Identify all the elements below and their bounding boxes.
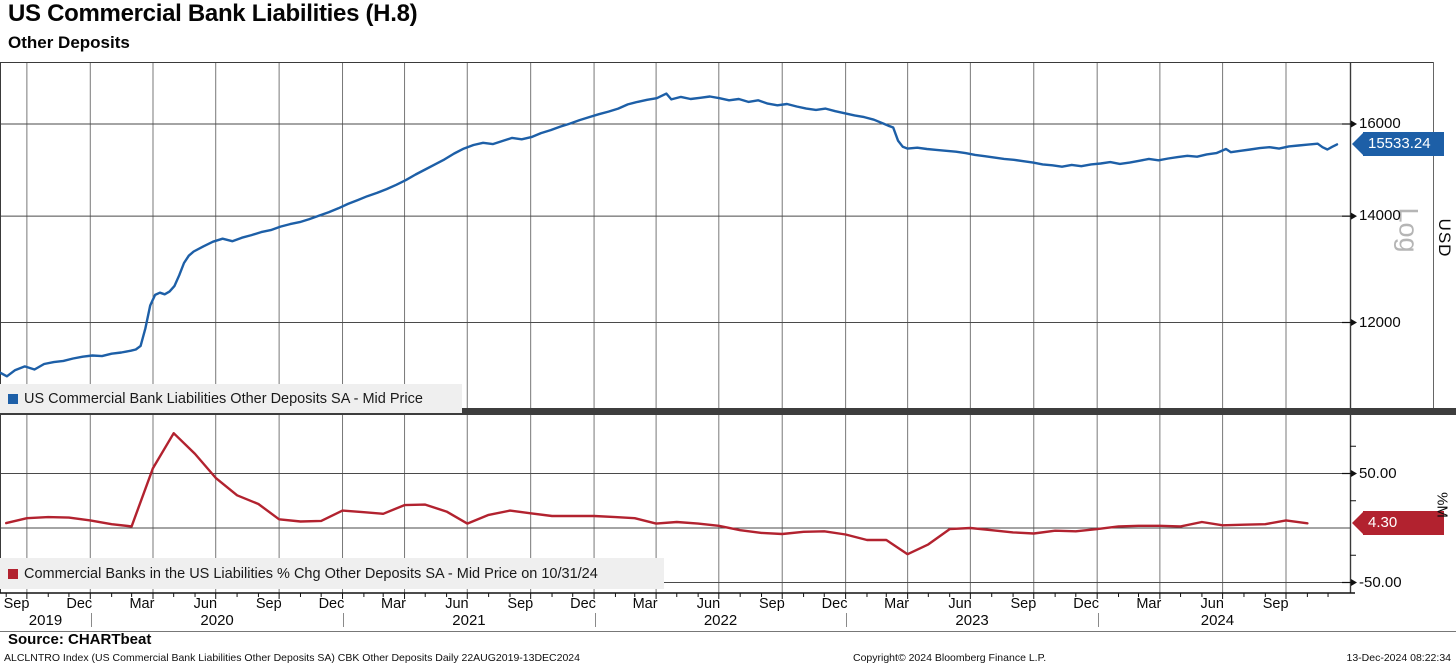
- x-month-label: Jun: [445, 596, 469, 612]
- y-tick-label: 16000: [1359, 115, 1401, 133]
- page-title: US Commercial Bank Liabilities (H.8): [8, 0, 418, 27]
- x-month-label: Mar: [129, 596, 155, 612]
- legend-top-label: US Commercial Bank Liabilities Other Dep…: [24, 390, 423, 407]
- x-month-label: Mar: [1136, 596, 1162, 612]
- x-month-label: Mar: [381, 596, 407, 612]
- marker-arrow-left-icon: [1352, 133, 1363, 156]
- footer-ticker-line: ALCLNTRO Index (US Commercial Bank Liabi…: [4, 652, 580, 664]
- footer-copyright: Copyright© 2024 Bloomberg Finance L.P.: [853, 652, 1047, 664]
- axis-unit-usd: USD: [1435, 218, 1454, 258]
- y-tick-label: -50.00: [1359, 573, 1402, 591]
- x-month-label: Dec: [318, 596, 345, 612]
- x-month-label: Dec: [66, 596, 93, 612]
- year-boundary-tick: [1097, 613, 1099, 627]
- marker-arrow-left-icon: [1352, 512, 1363, 535]
- x-year-label: 2022: [703, 612, 738, 629]
- year-boundary-tick: [343, 613, 345, 627]
- panel-separator: [0, 408, 1456, 415]
- legend-bottom-series[interactable]: Commercial Banks in the US Liabilities %…: [0, 558, 664, 589]
- x-month-label: Dec: [1073, 596, 1100, 612]
- last-price-marker-bottom[interactable]: 4.30: [1352, 511, 1444, 536]
- x-month-label: Sep: [1262, 596, 1289, 612]
- x-month-label: Sep: [255, 596, 282, 612]
- x-month-label: Mar: [632, 596, 658, 612]
- last-price-value-bottom: 4.30: [1363, 511, 1444, 536]
- x-month-label: Sep: [758, 596, 785, 612]
- x-month-label: Mar: [884, 596, 910, 612]
- blue-series-swatch-icon: [8, 393, 18, 404]
- x-month-label: Jun: [193, 596, 218, 612]
- x-month-label: Jun: [696, 596, 721, 612]
- year-boundary-tick: [594, 613, 596, 627]
- last-price-marker-top[interactable]: 15533.24: [1352, 132, 1444, 157]
- x-month-label: Jun: [1200, 596, 1224, 612]
- x-year-label: 2020: [200, 612, 234, 629]
- y-tick-label: 12000: [1359, 313, 1401, 331]
- red-series-swatch-icon: [8, 568, 18, 579]
- x-year-label: 2019: [28, 612, 63, 629]
- x-month-label: Jun: [948, 596, 972, 612]
- x-month-label: Dec: [570, 596, 596, 612]
- last-price-value-top: 15533.24: [1363, 132, 1444, 157]
- year-boundary-tick: [90, 613, 92, 627]
- source-label: Source: CHARTbeat: [8, 631, 152, 648]
- y-tick-label: 50.00: [1359, 464, 1397, 482]
- legend-top-series[interactable]: US Commercial Bank Liabilities Other Dep…: [0, 384, 462, 413]
- x-month-label: Dec: [821, 596, 848, 612]
- x-year-label: 2024: [1200, 612, 1235, 629]
- x-month-label: Sep: [507, 596, 534, 612]
- x-month-label: Sep: [1010, 596, 1037, 612]
- x-month-label: Sep: [3, 596, 30, 612]
- footer-timestamp: 13-Dec-2024 08:22:34: [1346, 652, 1452, 664]
- page-subtitle: Other Deposits: [8, 33, 130, 52]
- y-tick-label: 14000: [1359, 207, 1401, 225]
- x-year-label: 2021: [452, 612, 486, 629]
- year-boundary-tick: [846, 613, 848, 627]
- x-year-label: 2023: [955, 612, 989, 629]
- axis-unit-percent-monthly: %M: [1433, 492, 1451, 518]
- legend-bottom-label: Commercial Banks in the US Liabilities %…: [24, 565, 598, 582]
